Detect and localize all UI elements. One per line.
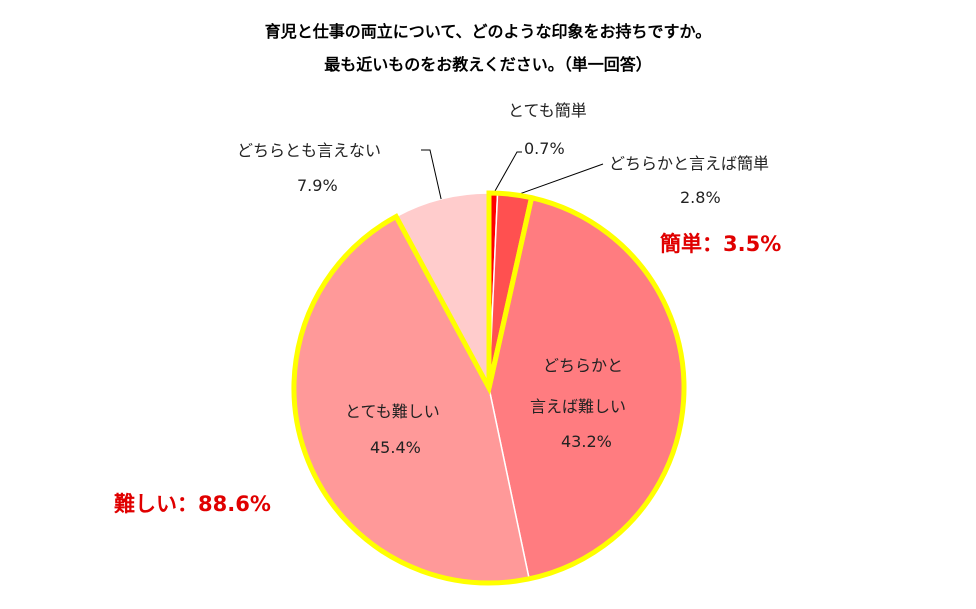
easy-group-outline — [486, 190, 535, 389]
chart-title-line-1: 育児と仕事の両立について、どのような印象をお持ちですか。 — [264, 22, 712, 41]
difficult-group-outline — [291, 194, 687, 586]
leader-line-somewhat-easy — [514, 163, 604, 197]
leader-line-very-easy — [492, 151, 522, 195]
summary-easy-total: 簡単：3.5% — [660, 232, 782, 256]
slice-label-neither: どちらとも言えない — [237, 141, 382, 160]
slice-value-very-easy: 0.7% — [524, 139, 565, 158]
slice-value-somewhat-difficult: 43.2% — [561, 432, 612, 451]
slice-label-somewhat-easy: どちらかと言えば簡単 — [609, 154, 770, 173]
slice-label-somewhat-difficult-line-2: 言えば難しい — [530, 397, 627, 416]
slice-label-somewhat-difficult-line-1: どちらかと — [543, 356, 624, 375]
chart-title-line-2: 最も近いものをお教えください。（単一回答） — [324, 55, 652, 74]
leader-line-neither — [421, 149, 442, 200]
slice-value-somewhat-easy: 2.8% — [680, 188, 721, 207]
slice-label-very-easy: とても簡単 — [508, 101, 587, 120]
slice-value-very-difficult: 45.4% — [370, 438, 421, 457]
slice-label-very-difficult: とても難しい — [345, 402, 440, 421]
slice-value-neither: 7.9% — [297, 176, 338, 195]
summary-difficult-total: 難しい：88.6% — [114, 492, 271, 516]
